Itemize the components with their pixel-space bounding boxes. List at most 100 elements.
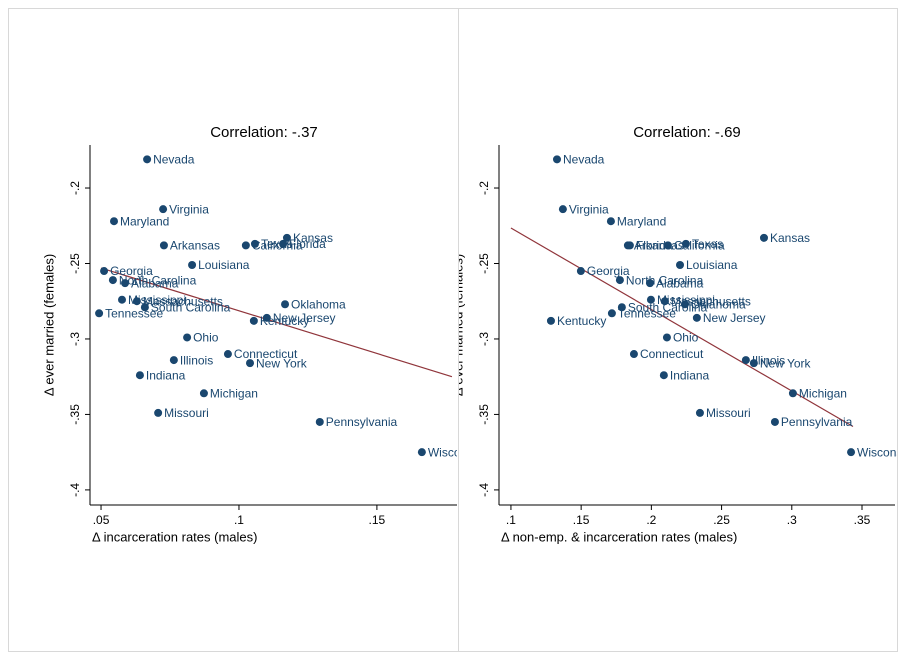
point xyxy=(646,295,655,304)
point-label: Pennsylvania xyxy=(326,415,398,429)
point xyxy=(695,408,704,417)
point-label: Illinois xyxy=(180,353,213,367)
point xyxy=(110,217,118,226)
point xyxy=(417,448,426,457)
point-label: Florida xyxy=(289,237,326,251)
point-label: Alabama xyxy=(656,276,704,290)
point xyxy=(241,241,250,250)
point xyxy=(250,239,259,248)
point-label: Tennessee xyxy=(618,306,676,320)
point-label: Louisiana xyxy=(198,258,250,272)
point-label: Kentucky xyxy=(260,314,309,328)
point xyxy=(282,233,291,242)
point-label: Ohio xyxy=(673,331,699,345)
point-label: Oklahoma xyxy=(291,297,346,311)
point xyxy=(154,408,163,417)
point xyxy=(279,239,288,248)
point-label: Texas xyxy=(692,237,723,251)
x-tick-label: .15 xyxy=(369,513,386,527)
point-label: Oklahoma xyxy=(691,297,746,311)
point xyxy=(223,350,232,359)
point xyxy=(262,313,271,322)
point xyxy=(770,417,779,426)
point-label: Michigan xyxy=(210,386,258,400)
point-label: Florida xyxy=(636,239,673,253)
x-axis-title: Δ non-emp. & incarceration rates (males) xyxy=(501,529,737,544)
point-label: North Carolina xyxy=(119,273,197,287)
point xyxy=(188,261,197,269)
point-label: Maryland xyxy=(617,214,666,228)
point xyxy=(660,297,669,306)
point xyxy=(645,279,654,288)
point xyxy=(607,309,616,318)
point xyxy=(140,303,149,312)
point xyxy=(680,300,689,309)
point xyxy=(692,313,701,322)
point xyxy=(741,356,750,365)
point-label: Pennsylvania xyxy=(781,415,853,429)
point-label: Illinois xyxy=(752,353,785,367)
point-label: Arkansas xyxy=(634,239,684,253)
point xyxy=(169,356,178,365)
fit-line xyxy=(100,267,453,378)
point xyxy=(615,276,624,285)
point xyxy=(629,350,638,359)
point xyxy=(100,267,109,276)
point xyxy=(749,359,758,368)
point-label: Kentucky xyxy=(557,314,606,328)
y-tick-label: -.35 xyxy=(477,404,491,425)
x-tick-label: .05 xyxy=(93,513,110,527)
point xyxy=(183,333,192,342)
point xyxy=(159,241,168,250)
x-tick-label: .15 xyxy=(573,513,590,527)
point xyxy=(132,297,141,306)
point xyxy=(558,205,567,214)
point xyxy=(625,241,634,250)
x-tick-label: .1 xyxy=(506,513,516,527)
x-tick-label: .2 xyxy=(646,513,656,527)
point-label: New Jersey xyxy=(703,311,766,325)
point-label: Kansas xyxy=(293,231,333,245)
chart-title: Correlation: -.69 xyxy=(633,124,741,141)
y-tick-label: -.2 xyxy=(68,181,82,195)
point xyxy=(315,417,324,426)
x-tick-label: .35 xyxy=(854,513,871,527)
point-label: Mississippi xyxy=(128,293,186,307)
point-label: Georgia xyxy=(587,264,630,278)
point xyxy=(676,261,685,269)
point-label: Alabama xyxy=(131,276,179,290)
point xyxy=(135,371,144,380)
point-label: South Carolina xyxy=(151,300,231,314)
point-label: Michigan xyxy=(799,386,847,400)
point xyxy=(108,276,117,285)
point xyxy=(281,300,290,309)
x-axis-title: Δ incarceration rates (males) xyxy=(92,529,257,544)
point-label: Connecticut xyxy=(640,347,704,361)
point-label: Arkansas xyxy=(170,239,220,253)
point-label: Indiana xyxy=(146,368,186,382)
point-label: Missouri xyxy=(706,406,751,420)
point xyxy=(606,217,615,226)
point-label: Wisconsin xyxy=(857,445,901,459)
y-tick-label: -.3 xyxy=(477,332,491,346)
point-label: Ohio xyxy=(193,331,219,345)
point-label: Wisconsin xyxy=(428,445,483,459)
x-tick-label: .25 xyxy=(713,513,730,527)
point xyxy=(95,309,104,318)
point-label: Virginia xyxy=(569,202,609,216)
y-axis-title: Δ ever married (females) xyxy=(41,254,56,396)
point-label: Louisiana xyxy=(686,258,738,272)
point xyxy=(546,316,555,325)
point-label: Virginia xyxy=(169,202,209,216)
point xyxy=(681,239,690,248)
point-label: New York xyxy=(760,356,812,370)
point-label: Georgia xyxy=(110,264,153,278)
point xyxy=(788,389,797,398)
y-tick-label: -.4 xyxy=(68,483,82,497)
point xyxy=(199,389,208,398)
point-label: New York xyxy=(256,356,308,370)
y-tick-label: -.25 xyxy=(68,253,82,274)
point-label: Massachusetts xyxy=(143,294,223,308)
point-label: Missouri xyxy=(164,406,209,420)
